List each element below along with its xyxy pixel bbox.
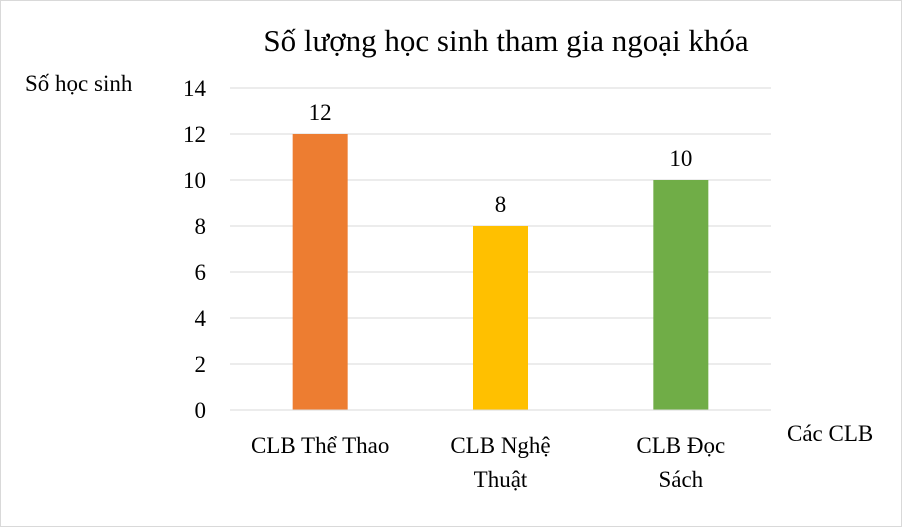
bar	[292, 134, 348, 410]
category-label: CLB Thể Thao	[251, 433, 389, 458]
category-label: CLB Nghệ	[450, 433, 550, 458]
category-label: Sách	[658, 467, 703, 492]
category-label: Thuật	[474, 467, 528, 492]
y-tick-label: 0	[195, 398, 207, 423]
x-axis-label: Các CLB	[787, 421, 874, 446]
bar	[473, 226, 528, 410]
y-tick-label: 6	[195, 260, 207, 285]
y-tick-label: 10	[183, 168, 206, 193]
data-label: 8	[495, 192, 507, 217]
data-label: 12	[309, 100, 332, 125]
y-tick-label: 8	[195, 214, 207, 239]
y-axis-label: Số học sinh	[25, 71, 133, 96]
y-tick-label: 4	[195, 306, 207, 331]
y-tick-label: 12	[183, 122, 206, 147]
y-tick-label: 14	[183, 76, 207, 101]
chart-title: Số lượng học sinh tham gia ngoại khóa	[263, 23, 749, 58]
y-tick-label: 2	[195, 352, 207, 377]
bar	[653, 180, 709, 410]
data-label: 10	[669, 146, 692, 171]
category-label: CLB Đọc	[636, 433, 725, 458]
